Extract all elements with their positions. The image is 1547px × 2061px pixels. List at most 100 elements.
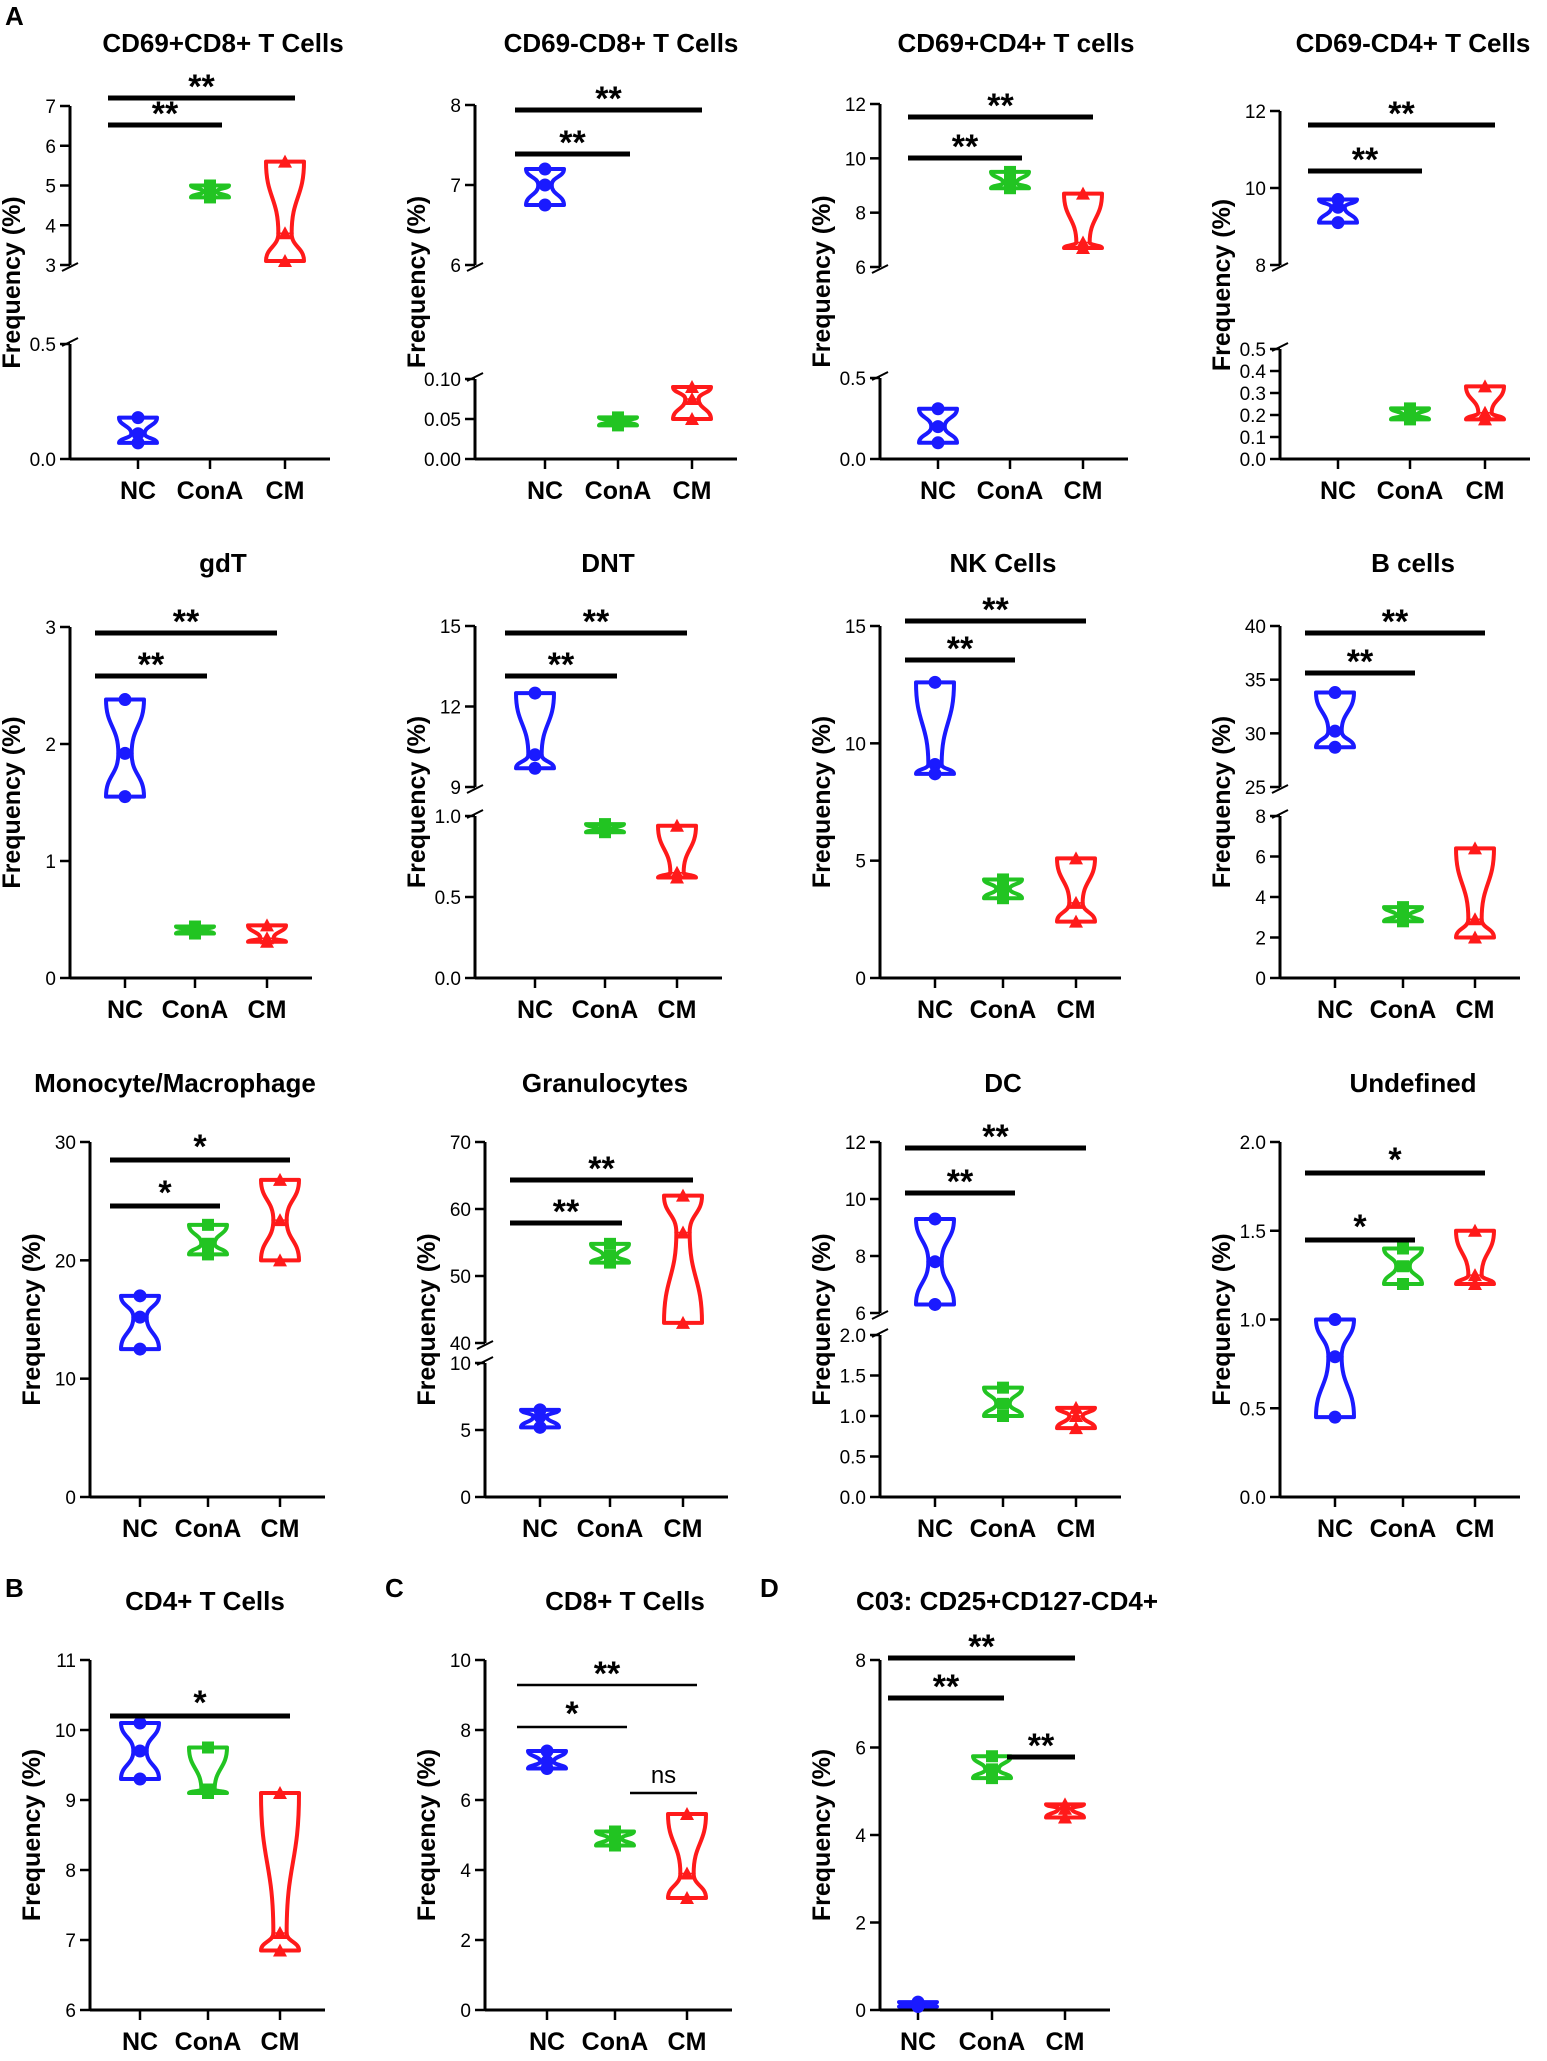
data-point bbox=[1069, 1409, 1083, 1422]
data-point bbox=[911, 2000, 925, 2013]
data-point bbox=[997, 873, 1009, 886]
x-tick-label: ConA bbox=[970, 996, 1037, 1024]
x-tick-label: NC bbox=[529, 2028, 565, 2056]
data-point bbox=[928, 1255, 942, 1269]
axis-break-mark bbox=[1271, 342, 1289, 352]
x-tick-label: CM bbox=[248, 996, 287, 1024]
data-point bbox=[1076, 186, 1090, 200]
y-tick-label: 30 bbox=[1245, 724, 1266, 745]
violin-cm bbox=[671, 385, 713, 421]
y-tick-label: 0.05 bbox=[424, 410, 461, 431]
axis-break-mark bbox=[871, 264, 889, 274]
y-tick-label: 3 bbox=[45, 618, 56, 639]
x-tick-label: CM bbox=[1456, 1515, 1495, 1543]
data-point bbox=[997, 892, 1009, 905]
y-tick-label: 1.0 bbox=[1240, 1311, 1266, 1332]
y-tick-label: 0 bbox=[855, 969, 866, 990]
y-tick-label: 1.5 bbox=[840, 1367, 866, 1388]
y-tick-label: 10 bbox=[845, 149, 866, 170]
y-tick-label: 6 bbox=[855, 258, 866, 279]
significance-label: ** bbox=[188, 68, 215, 106]
violin-cona bbox=[584, 822, 626, 835]
data-point bbox=[1328, 686, 1342, 700]
data-point bbox=[680, 1807, 694, 1820]
significance-label: * bbox=[193, 1128, 207, 1166]
violin-cona bbox=[594, 1829, 636, 1848]
chart-3: CD69+CD4+ T cells Frequency (%) 0.0 0.5 6 8 10… bbox=[808, 28, 1135, 505]
data-point bbox=[928, 1297, 942, 1311]
data-point bbox=[538, 198, 552, 212]
y-tick-label: 0.0 bbox=[435, 969, 461, 990]
y-tick-label: 10 bbox=[450, 1354, 471, 1375]
y-tick-label: 6 bbox=[65, 2001, 76, 2022]
significance-label: ** bbox=[548, 646, 575, 684]
data-point bbox=[1478, 379, 1492, 393]
x-tick-label: NC bbox=[120, 477, 156, 505]
y-tick-label: 6 bbox=[855, 1739, 866, 1760]
y-axis-label: Frequency (%) bbox=[0, 196, 26, 368]
data-point bbox=[131, 436, 145, 450]
data-point bbox=[538, 162, 552, 176]
chart-title: DNT bbox=[581, 548, 635, 578]
axis-break-mark bbox=[466, 784, 484, 794]
violin-cm bbox=[1464, 384, 1506, 422]
y-tick-label: 2.0 bbox=[1240, 1133, 1266, 1154]
y-tick-label: 7 bbox=[450, 176, 461, 197]
chart-14: CD8+ T Cells Frequency (%) 0 2 4 6 8 10 NC ConA CM… bbox=[413, 1586, 732, 2056]
y-tick-label: 3 bbox=[45, 256, 56, 277]
x-tick-label: NC bbox=[522, 1515, 558, 1543]
significance-label: ** bbox=[1382, 603, 1409, 641]
data-point bbox=[1069, 914, 1083, 928]
data-point bbox=[997, 1381, 1009, 1394]
axis-break-mark bbox=[466, 262, 484, 272]
violin-nc bbox=[119, 1721, 161, 1781]
significance-label: ** bbox=[1028, 1727, 1055, 1765]
significance-label: ** bbox=[933, 1668, 960, 1706]
data-point bbox=[1328, 1350, 1342, 1364]
data-point bbox=[1069, 1421, 1083, 1435]
data-point bbox=[1058, 1801, 1072, 1815]
violin-cm bbox=[1055, 856, 1097, 924]
significance-label: ** bbox=[987, 87, 1014, 125]
x-tick-label: NC bbox=[917, 996, 953, 1024]
x-tick-label: NC bbox=[107, 996, 143, 1024]
chart-1: CD69+CD8+ T Cells Frequency (%) 0.0 0.5 3 4 5 6… bbox=[0, 28, 344, 505]
data-point bbox=[528, 761, 542, 775]
violin-nc bbox=[514, 691, 556, 771]
violin-cm bbox=[264, 159, 306, 264]
data-point bbox=[1404, 413, 1416, 426]
x-tick-label: NC bbox=[1320, 477, 1356, 505]
violin-cona bbox=[989, 169, 1031, 191]
data-point bbox=[202, 1218, 214, 1231]
y-axis-label: Frequency (%) bbox=[808, 716, 836, 888]
y-axis-label: Frequency (%) bbox=[1208, 1233, 1236, 1405]
chart-2: CD69-CD8+ T Cells Frequency (%) 0.00 0.05 0.… bbox=[403, 28, 738, 505]
data-point bbox=[202, 1741, 214, 1754]
violin-cona bbox=[174, 924, 216, 936]
data-point bbox=[273, 1943, 287, 1957]
y-tick-label: 1 bbox=[45, 852, 56, 873]
data-point bbox=[997, 1410, 1009, 1422]
data-point bbox=[1076, 240, 1090, 254]
data-point bbox=[1328, 1410, 1342, 1424]
y-tick-label: 4 bbox=[460, 1861, 471, 1882]
y-tick-label: 15 bbox=[440, 617, 461, 638]
significance-label: ** bbox=[594, 1655, 621, 1693]
y-tick-label: 9 bbox=[65, 1791, 76, 1812]
y-tick-label: 5 bbox=[45, 177, 56, 198]
data-point bbox=[273, 1213, 287, 1227]
y-tick-label: 0.0 bbox=[30, 450, 56, 471]
y-tick-label: 6 bbox=[1255, 848, 1266, 869]
data-point bbox=[1478, 405, 1492, 419]
x-tick-label: NC bbox=[527, 477, 563, 505]
x-tick-label: NC bbox=[122, 1515, 158, 1543]
y-tick-label: 2.0 bbox=[840, 1326, 866, 1347]
data-point bbox=[533, 1410, 547, 1424]
data-point bbox=[118, 790, 132, 804]
significance-label: ** bbox=[559, 124, 586, 162]
panel-label: C bbox=[385, 1573, 404, 1603]
chart-8: B cells Frequency (%) 0 2 4 6 8 25 30 35 40 NC ConA C… bbox=[1208, 548, 1520, 1024]
chart-title: gdT bbox=[199, 548, 247, 578]
data-point bbox=[928, 675, 942, 689]
